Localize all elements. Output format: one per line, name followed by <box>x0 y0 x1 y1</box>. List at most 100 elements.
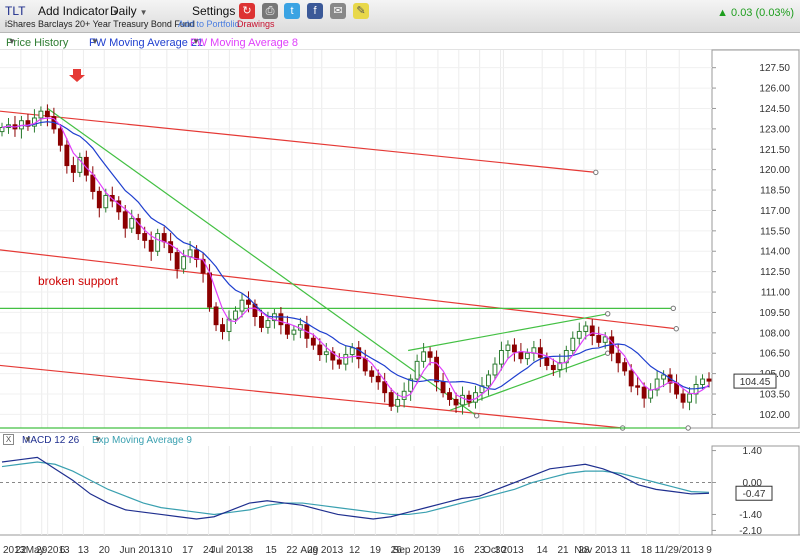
candle-body <box>278 313 284 326</box>
x-tick-label: 15 <box>266 545 278 556</box>
candle-body <box>19 120 24 130</box>
x-tick-label: 13 <box>78 545 90 556</box>
symbol-label[interactable]: TLT <box>5 4 26 18</box>
twitter-icon[interactable]: t <box>284 3 300 19</box>
fund-name: iShares Barclays 20+ Year Treasury Bond … <box>5 19 195 29</box>
add-indicator-label: Add Indicator <box>38 4 109 18</box>
candle-body <box>654 378 660 391</box>
candle-body <box>466 394 472 403</box>
candle-body <box>680 393 686 403</box>
trend-line <box>0 249 677 330</box>
last-price-box <box>733 373 777 389</box>
candle-body <box>233 310 238 320</box>
ema-label: Exp Moving Average 9 <box>92 435 192 446</box>
candle-body <box>550 364 556 371</box>
candle-body <box>622 362 628 372</box>
candle-body <box>589 325 595 337</box>
y-tick-label: 118.50 <box>760 186 790 197</box>
candle-body <box>181 256 187 270</box>
x-tick-label: Sep 2013 <box>393 545 436 556</box>
price-change-value: 0.03 (0.03%) <box>731 7 794 19</box>
candle-body <box>596 335 602 343</box>
candle-body <box>518 351 524 360</box>
candle-body <box>557 362 563 371</box>
trend-line-handle <box>670 305 676 312</box>
facebook-icon[interactable]: f <box>307 3 323 19</box>
candle-body <box>434 356 440 383</box>
candle-body <box>226 318 232 332</box>
annotation-label: broken support <box>38 274 119 288</box>
x-tick-label: 9 <box>706 545 712 556</box>
x-tick-label: 16 <box>453 545 465 556</box>
x-tick-label: 21 <box>557 545 569 556</box>
period-select[interactable]: Daily ▼ <box>110 4 148 18</box>
chevron-down-icon: ▼ <box>139 8 148 17</box>
candle-body <box>570 337 576 351</box>
trend-line-handle <box>605 350 611 356</box>
x-tick-label: Jun 2013 <box>119 545 161 556</box>
share-icon[interactable]: ↻ <box>239 3 255 19</box>
candle-body <box>259 316 264 328</box>
candle-body <box>90 174 96 192</box>
x-tick-label: 29 <box>307 545 319 556</box>
candle-body <box>96 190 102 209</box>
candle-body <box>369 370 375 377</box>
settings-label: Settings <box>192 4 236 18</box>
note-icon[interactable]: ✎ <box>353 3 369 19</box>
y-tick-label: 108.00 <box>759 328 790 339</box>
x-tick-label: 22 <box>15 545 27 556</box>
macd-line <box>1 456 710 520</box>
ma8-label: FW Moving Average 8 <box>190 37 299 49</box>
period-label: Daily <box>110 4 137 18</box>
candle-body <box>168 241 174 254</box>
drawings-link[interactable]: Drawings <box>237 19 275 29</box>
candle-body <box>317 344 323 356</box>
price-change: ▲ 0.03 (0.03%) <box>717 7 794 19</box>
candle-body <box>628 370 634 387</box>
x-tick-label: 8 <box>247 545 253 556</box>
candle-body <box>382 381 388 394</box>
y-tick-label: 114.00 <box>760 247 790 258</box>
x-tick-label: 10 <box>161 545 173 556</box>
y-tick-label: 0.00 <box>743 478 763 489</box>
candle-body <box>323 351 329 356</box>
x-tick-label: 22 <box>286 545 298 556</box>
candle-body <box>388 392 394 407</box>
candle-body <box>375 375 381 383</box>
candle-body <box>362 358 368 372</box>
candle-body <box>103 194 109 209</box>
trend-line-handle <box>593 169 599 176</box>
add-indicator-menu[interactable]: Add Indicator ▼ <box>38 4 120 18</box>
close-icon[interactable]: X <box>3 434 14 445</box>
email-icon[interactable]: ✉ <box>330 3 346 19</box>
candle-body <box>427 351 433 358</box>
x-tick-label: 18 <box>641 545 653 556</box>
candle-body <box>174 252 180 270</box>
candle-body <box>330 351 336 361</box>
x-tick-label: 20 <box>99 545 111 556</box>
down-arrow-icon <box>69 69 85 82</box>
candle-body <box>207 272 212 308</box>
macd-label: MACD 12 26 <box>22 435 80 446</box>
candle-body <box>142 233 148 241</box>
y-tick-label: 102.00 <box>759 410 790 421</box>
add-to-portfolio-link[interactable]: Add to Portfolio <box>178 19 240 29</box>
candle-body <box>116 200 122 213</box>
x-tick-label: 12 <box>349 545 361 556</box>
y-tick-label: -1.40 <box>739 510 762 521</box>
candle-body <box>492 363 498 376</box>
candle-body <box>239 299 245 312</box>
last-macd-box <box>735 485 773 501</box>
chevron-down-icon: ▼ <box>192 37 200 46</box>
x-tick-label: 9 <box>435 545 441 556</box>
y-tick-label: 112.50 <box>760 267 790 278</box>
print-icon[interactable]: ⎙ <box>262 3 278 19</box>
candle-body <box>700 378 705 385</box>
candle-body <box>511 344 517 353</box>
candle-body <box>284 324 290 335</box>
x-tick-label: 19 <box>370 545 382 556</box>
y-tick-label: 127.50 <box>759 63 790 74</box>
chevron-down-icon: ▼ <box>91 37 99 46</box>
trend-line-handle <box>673 326 679 332</box>
